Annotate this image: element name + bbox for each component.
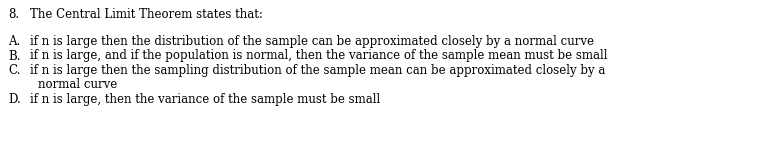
- Text: B.: B.: [8, 49, 20, 62]
- Text: A.: A.: [8, 35, 20, 48]
- Text: if n is large then the distribution of the sample can be approximated closely by: if n is large then the distribution of t…: [30, 35, 594, 48]
- Text: if n is large then the sampling distribution of the sample mean can be approxima: if n is large then the sampling distribu…: [30, 64, 606, 77]
- Text: The Central Limit Theorem states that:: The Central Limit Theorem states that:: [30, 8, 263, 21]
- Text: C.: C.: [8, 64, 20, 77]
- Text: if n is large, and if the population is normal, then the variance of the sample : if n is large, and if the population is …: [30, 49, 607, 62]
- Text: 8.: 8.: [8, 8, 19, 21]
- Text: D.: D.: [8, 93, 20, 106]
- Text: normal curve: normal curve: [38, 79, 117, 91]
- Text: if n is large, then the variance of the sample must be small: if n is large, then the variance of the …: [30, 93, 380, 106]
